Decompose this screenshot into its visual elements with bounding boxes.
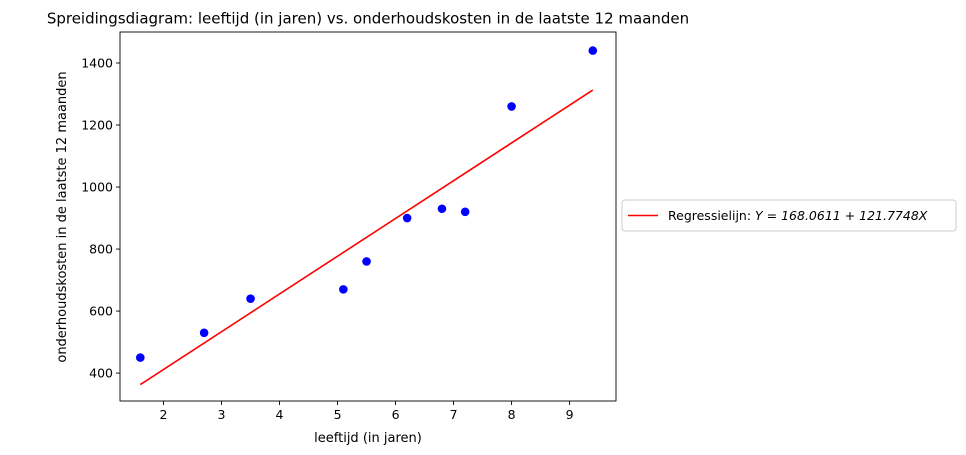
x-axis-label: leeftijd (in jaren) <box>314 431 422 446</box>
data-point <box>437 204 447 214</box>
x-tick-label: 3 <box>218 407 226 422</box>
y-tick-label: 1400 <box>81 56 113 71</box>
x-tick-label: 5 <box>334 407 342 422</box>
data-point <box>246 294 255 303</box>
y-tick-label: 1000 <box>81 180 113 195</box>
data-point <box>402 213 412 223</box>
data-point <box>339 285 348 294</box>
x-tick-label: 6 <box>392 407 400 422</box>
x-tick-label: 9 <box>566 407 574 422</box>
y-axis-ticks: 400 600 800 1000 1200 1400 <box>81 56 120 381</box>
y-tick-label: 1200 <box>81 118 113 133</box>
regression-line <box>139 89 594 386</box>
x-tick-label: 4 <box>276 407 284 422</box>
data-point <box>199 328 209 338</box>
plot-area: 2 3 4 5 6 7 8 9 400 600 800 1000 1200 1400 <box>81 31 617 422</box>
x-tick-label: 7 <box>450 407 458 422</box>
data-point <box>507 102 516 111</box>
data-point <box>460 207 470 217</box>
x-tick-label: 8 <box>508 407 516 422</box>
regression-line-group <box>139 89 594 386</box>
legend-box <box>621 199 957 232</box>
scatter-points <box>136 46 598 362</box>
legend: Regressielijn: Y = 168.0611 + 121.7748X <box>621 199 957 232</box>
legend-label-name: Regressielijn: <box>668 208 755 223</box>
legend-label: Regressielijn: Y = 168.0611 + 121.7748X <box>668 208 928 223</box>
x-axis-ticks: 2 3 4 5 6 7 8 9 <box>160 401 574 422</box>
y-tick-label: 800 <box>89 242 113 257</box>
data-point <box>362 257 371 266</box>
y-tick-label: 600 <box>89 304 113 319</box>
data-point <box>136 353 145 362</box>
plot-background <box>120 32 616 401</box>
x-tick-label: 2 <box>160 407 168 422</box>
y-axis-label: onderhoudskosten in de laatste 12 maande… <box>55 71 70 362</box>
legend-equation: Y = 168.0611 + 121.7748X <box>755 208 928 223</box>
data-point <box>588 46 598 55</box>
chart-title: Spreidingsdiagram: leeftijd (in jaren) v… <box>47 10 689 28</box>
plot-frame <box>119 31 617 402</box>
y-tick-label: 400 <box>89 366 113 381</box>
